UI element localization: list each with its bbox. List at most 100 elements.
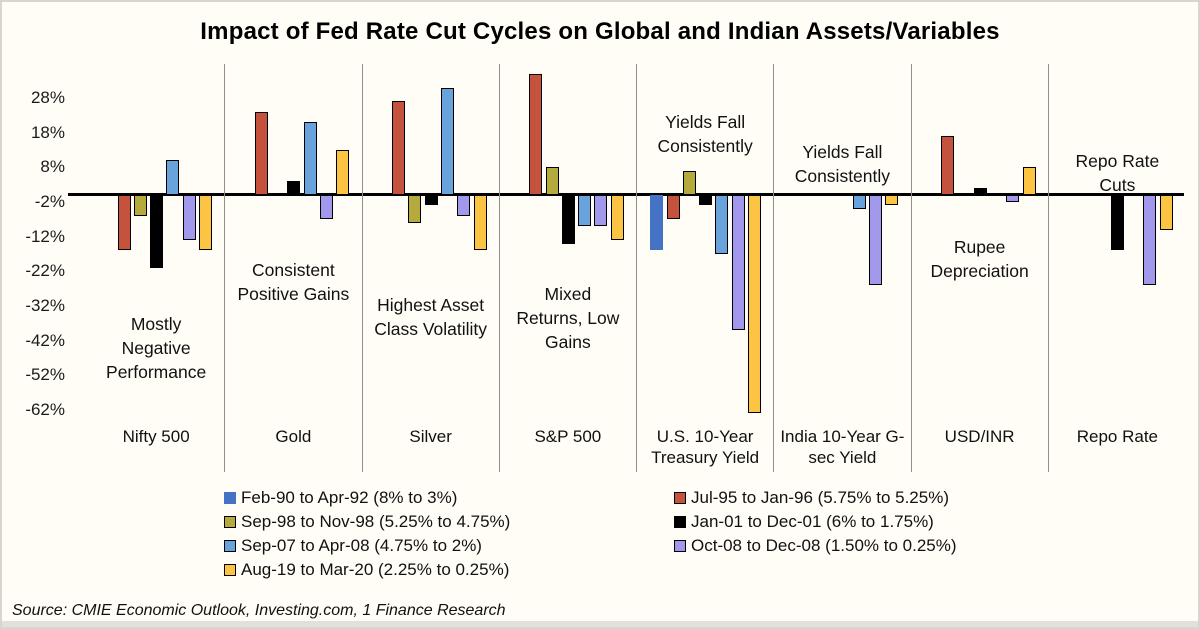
- chart-title: Impact of Fed Rate Cut Cycles on Global …: [200, 18, 1000, 45]
- legend-label: Aug-19 to Mar-20 (2.25% to 0.25%): [241, 560, 510, 579]
- source-note: Source: CMIE Economic Outlook, Investing…: [12, 602, 506, 619]
- group-annotation: Mostly Negative Performance: [106, 314, 207, 382]
- bar: [473, 195, 487, 251]
- bar: [1143, 195, 1157, 286]
- legend-label: Jul-95 to Jan-96 (5.75% to 5.25%): [691, 488, 949, 507]
- bar: [199, 195, 213, 251]
- group-annotation: Highest Asset Class Volatility: [374, 295, 488, 339]
- bar: [941, 136, 955, 195]
- legend-swatch-icon: [674, 516, 686, 528]
- bar: [182, 195, 196, 241]
- bar: [319, 195, 333, 220]
- category-group: Highest Asset Class Volatility Silver: [363, 64, 500, 472]
- y-tick-label: -52%: [25, 365, 65, 385]
- legend-column: Feb-90 to Apr-92 (8% to 3%) Sep-98 to Nov…: [224, 486, 510, 582]
- bar: [682, 170, 696, 195]
- legend-item: Oct-08 to Dec-08 (1.50% to 0.25%): [674, 534, 957, 558]
- legend-item: Sep-07 to Apr-08 (4.75% to 2%): [224, 534, 510, 558]
- legend-item: Feb-90 to Apr-92 (8% to 3%): [224, 486, 510, 510]
- bar: [561, 195, 575, 244]
- category-label: Gold: [275, 427, 312, 446]
- bar: [650, 195, 664, 251]
- bar: [1022, 167, 1036, 195]
- legend-item: Aug-19 to Mar-20 (2.25% to 0.25%): [224, 558, 510, 582]
- bar: [133, 195, 147, 216]
- bar: [868, 195, 882, 286]
- bar: [303, 122, 317, 195]
- bar: [392, 101, 406, 195]
- bar: [699, 195, 713, 206]
- bar: [117, 195, 131, 251]
- legend-label: Oct-08 to Dec-08 (1.50% to 0.25%): [691, 536, 957, 555]
- legend-swatch-icon: [674, 492, 686, 504]
- y-tick-label: -62%: [25, 399, 65, 419]
- y-tick-label: -2%: [34, 191, 65, 211]
- category-label: India 10-Year G-sec Yield: [780, 427, 905, 467]
- y-tick-label: -32%: [25, 295, 65, 315]
- group-annotation: Yields Fall Consistently: [794, 142, 891, 186]
- category-group: Repo Rate Cuts Repo Rate: [1049, 64, 1186, 472]
- legend-label: Sep-98 to Nov-98 (5.25% to 4.75%): [241, 512, 511, 531]
- bar: [529, 73, 543, 195]
- y-tick-label: -22%: [25, 261, 65, 281]
- group-annotation: Mixed Returns, Low Gains: [516, 284, 620, 352]
- group-annotation: Yields Fall Consistently: [657, 112, 753, 156]
- category-group: Consistent Positive Gains Gold: [225, 64, 363, 472]
- category-group: Rupee Depreciation USD/INR: [912, 64, 1049, 472]
- bar: [166, 160, 180, 195]
- group-annotation: Rupee Depreciation: [930, 237, 1029, 281]
- category-label: Nifty 500: [122, 427, 190, 446]
- legend-swatch-icon: [224, 540, 236, 552]
- category-label: Silver: [409, 427, 452, 446]
- category-label: Repo Rate: [1076, 427, 1159, 446]
- bottom-border-strip: [2, 621, 1198, 627]
- bar: [1159, 195, 1173, 230]
- bar: [610, 195, 624, 241]
- bar: [254, 111, 268, 195]
- bar: [731, 195, 745, 331]
- category-label: U.S. 10-Year Treasury Yield: [651, 427, 760, 467]
- bar: [336, 149, 350, 195]
- y-tick-label: 28%: [30, 87, 65, 107]
- bar: [852, 195, 866, 209]
- bar: [150, 195, 164, 268]
- bar: [1110, 195, 1124, 251]
- bar: [666, 195, 680, 220]
- category-label: S&P 500: [534, 427, 602, 446]
- legend-item: Sep-98 to Nov-98 (5.25% to 4.75%): [224, 510, 510, 534]
- legend-swatch-icon: [674, 540, 686, 552]
- bar: [1006, 195, 1020, 202]
- bar: [885, 195, 899, 206]
- category-group: Yields Fall Consistently U.S. 10-Year Tre…: [637, 64, 775, 472]
- legend-label: Sep-07 to Apr-08 (4.75% to 2%): [241, 536, 482, 555]
- bar: [424, 195, 438, 206]
- legend-swatch-icon: [224, 516, 236, 528]
- bar: [748, 195, 762, 414]
- category-group: Mixed Returns, Low Gains S&P 500: [500, 64, 637, 472]
- y-tick-label: 18%: [30, 122, 65, 142]
- bar: [578, 195, 592, 227]
- legend-item: Jul-95 to Jan-96 (5.75% to 5.25%): [674, 486, 957, 510]
- category-group: Yields Fall Consistently India 10-Year G-…: [774, 64, 912, 472]
- bar: [973, 188, 987, 195]
- legend-item: Jan-01 to Dec-01 (6% to 1.75%): [674, 510, 957, 534]
- legend-swatch-icon: [224, 564, 236, 576]
- bar: [440, 87, 454, 195]
- plot-area: Mostly Negative Performance Nifty 500 Cons…: [88, 64, 1186, 472]
- y-tick-label: 8%: [40, 157, 65, 177]
- group-annotation: Repo Rate Cuts: [1075, 151, 1160, 195]
- bar: [594, 195, 608, 227]
- category-group: Mostly Negative Performance Nifty 500: [88, 64, 226, 472]
- bar: [287, 181, 301, 195]
- legend-label: Feb-90 to Apr-92 (8% to 3%): [241, 488, 458, 507]
- bar: [545, 167, 559, 195]
- y-tick-label: -12%: [25, 226, 65, 246]
- category-label: USD/INR: [944, 427, 1015, 446]
- bar: [715, 195, 729, 254]
- group-annotation: Consistent Positive Gains: [237, 260, 350, 304]
- legend-label: Jan-01 to Dec-01 (6% to 1.75%): [691, 512, 934, 531]
- legend-column: Jul-95 to Jan-96 (5.75% to 5.25%) Jan-01 …: [674, 486, 957, 558]
- bar: [408, 195, 422, 223]
- zero-baseline: [68, 193, 1184, 196]
